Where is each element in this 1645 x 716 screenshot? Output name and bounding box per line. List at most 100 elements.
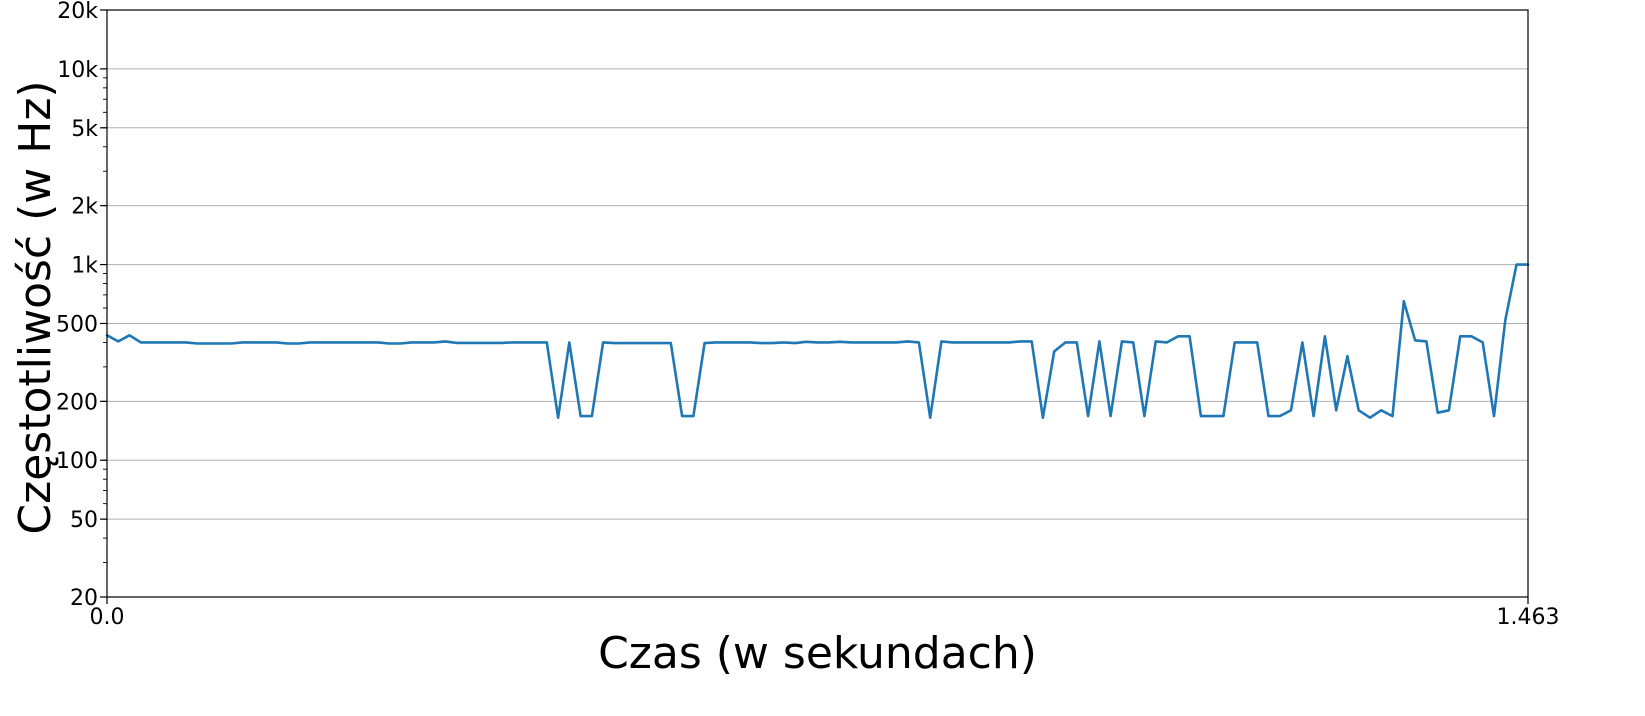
data-point bbox=[1143, 415, 1146, 417]
data-point bbox=[1335, 409, 1338, 412]
data-point bbox=[1200, 415, 1202, 417]
data-point bbox=[816, 341, 819, 344]
data-point bbox=[872, 341, 875, 344]
data-point bbox=[466, 342, 469, 344]
data-point bbox=[1256, 341, 1259, 344]
data-point bbox=[365, 341, 368, 344]
y-tick-label: 10k bbox=[57, 58, 98, 83]
data-point bbox=[681, 415, 683, 417]
y-axis-ticks: 20 50 100 200 500 1k 2k 5k 10k 20k bbox=[56, 0, 107, 611]
data-point bbox=[1030, 340, 1033, 343]
data-point bbox=[399, 342, 402, 345]
data-point bbox=[512, 341, 514, 344]
plot-frame bbox=[106, 9, 1529, 598]
data-point bbox=[1132, 341, 1135, 344]
data-point bbox=[410, 341, 413, 344]
data-point bbox=[139, 341, 142, 344]
data-point bbox=[478, 342, 480, 344]
data-point bbox=[1278, 415, 1281, 417]
data-point bbox=[579, 415, 582, 417]
data-point bbox=[636, 342, 638, 344]
data-point bbox=[985, 341, 988, 344]
data-point bbox=[1301, 341, 1304, 344]
data-point bbox=[185, 341, 187, 344]
data-point bbox=[151, 341, 154, 344]
data-point bbox=[1324, 335, 1326, 338]
data-point bbox=[906, 340, 909, 343]
data-point bbox=[444, 340, 447, 343]
data-point bbox=[1064, 341, 1067, 344]
data-point bbox=[997, 341, 999, 344]
data-point bbox=[1188, 335, 1191, 338]
data-point bbox=[703, 342, 706, 344]
data-point bbox=[162, 341, 165, 344]
data-point bbox=[692, 415, 695, 417]
data-point bbox=[433, 341, 435, 344]
data-point bbox=[737, 341, 740, 344]
series-layer bbox=[105, 263, 1530, 420]
data-point bbox=[309, 341, 311, 344]
data-point bbox=[1414, 339, 1416, 342]
data-point bbox=[1154, 340, 1157, 343]
data-point bbox=[1019, 340, 1022, 343]
data-point bbox=[1008, 341, 1010, 344]
data-point bbox=[117, 340, 120, 343]
y-tick-label: 20k bbox=[57, 0, 98, 24]
data-point bbox=[500, 342, 503, 344]
data-point bbox=[850, 341, 853, 344]
y-tick-label: 100 bbox=[56, 449, 98, 474]
data-point bbox=[658, 342, 661, 344]
data-point bbox=[388, 342, 390, 345]
data-point bbox=[1369, 416, 1371, 419]
y-tick-label: 2k bbox=[71, 195, 98, 220]
data-point bbox=[534, 341, 537, 344]
data-point bbox=[489, 342, 492, 344]
data-point bbox=[669, 342, 672, 344]
data-point bbox=[376, 341, 379, 344]
data-point bbox=[523, 341, 526, 344]
data-point bbox=[557, 416, 559, 419]
data-point bbox=[218, 342, 221, 345]
x-axis-ticks: 0.0 1.463 bbox=[90, 597, 1559, 630]
data-point bbox=[602, 341, 604, 344]
data-point bbox=[1481, 341, 1484, 344]
data-point bbox=[1470, 335, 1473, 338]
data-point bbox=[1042, 416, 1044, 419]
data-point bbox=[1109, 415, 1112, 417]
data-point bbox=[1290, 409, 1292, 412]
data-point bbox=[591, 415, 593, 417]
data-point bbox=[320, 341, 323, 344]
y-tick-label: 50 bbox=[70, 508, 98, 533]
data-point bbox=[421, 341, 424, 344]
data-point bbox=[128, 334, 131, 337]
data-point bbox=[241, 341, 244, 344]
data-point bbox=[929, 416, 932, 419]
y-tick-label: 500 bbox=[56, 312, 98, 337]
data-point bbox=[263, 341, 266, 344]
data-point bbox=[173, 341, 176, 344]
data-point bbox=[297, 342, 300, 345]
data-point bbox=[1402, 300, 1405, 303]
data-point bbox=[918, 341, 920, 344]
data-point bbox=[1222, 415, 1225, 417]
data-point bbox=[230, 342, 232, 345]
x-axis-title: Czas (w sekundach) bbox=[598, 628, 1037, 679]
data-point bbox=[760, 342, 762, 344]
data-point bbox=[1087, 415, 1089, 417]
data-point bbox=[771, 342, 774, 344]
data-point bbox=[1053, 350, 1056, 353]
data-point bbox=[286, 342, 289, 345]
data-point bbox=[1233, 341, 1236, 344]
data-point bbox=[1121, 340, 1123, 343]
data-point bbox=[354, 341, 356, 344]
data-point bbox=[1211, 415, 1213, 417]
data-point bbox=[613, 342, 616, 344]
data-point bbox=[252, 341, 255, 344]
data-point bbox=[624, 342, 627, 344]
data-point bbox=[748, 341, 751, 344]
data-point bbox=[1245, 341, 1247, 344]
data-point bbox=[1425, 340, 1428, 343]
data-point bbox=[715, 341, 717, 344]
